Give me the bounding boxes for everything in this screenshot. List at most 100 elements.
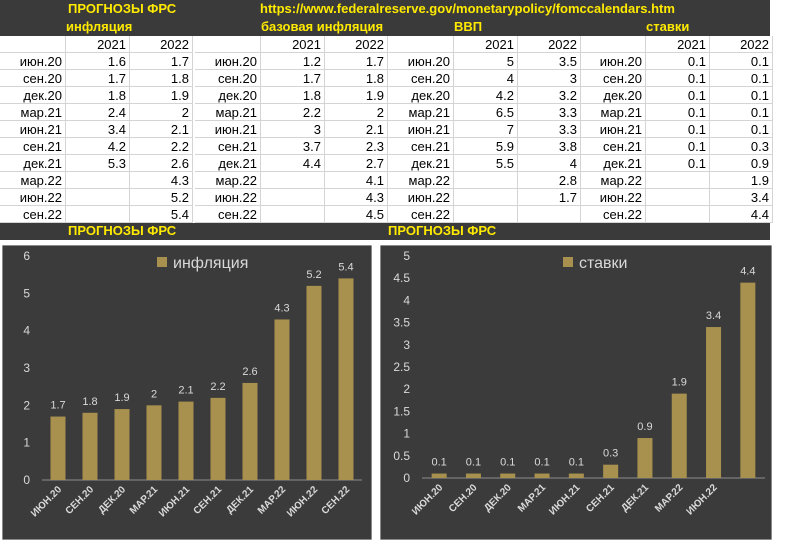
- cell-value: [66, 172, 130, 189]
- y-tick-label: 4: [403, 293, 410, 307]
- block-name: инфляция: [66, 19, 133, 34]
- row-label: сен.22: [0, 206, 66, 223]
- cell-value: 0.9: [710, 155, 773, 172]
- cell-value: 1.7: [66, 70, 130, 87]
- y-tick-label: 5: [403, 249, 410, 263]
- cell-value: 2.2: [130, 138, 193, 155]
- cell-value: [646, 172, 710, 189]
- cell-value: 1.9: [325, 87, 388, 104]
- cell-value: 1.7: [518, 189, 581, 206]
- row-label: сен.22: [580, 206, 646, 223]
- cell-value: 4.4: [261, 155, 325, 172]
- data-label: 0.9: [637, 421, 652, 433]
- cell-value: 2.2: [261, 104, 325, 121]
- row-label: сен.20: [195, 70, 261, 87]
- header-title: ПРОГНОЗЫ ФРС: [68, 1, 177, 16]
- cell-value: 5: [454, 53, 518, 70]
- data-label: 2.2: [210, 381, 225, 393]
- header-band: [0, 0, 770, 36]
- bar: [500, 473, 516, 478]
- cell-value: 2.1: [130, 121, 193, 138]
- row-label: мар.22: [195, 172, 261, 189]
- chart: 01234561.7ИЮН.201.8СЕН.201.9ДЕК.202МАР.2…: [2, 245, 372, 540]
- cell-value: [454, 172, 518, 189]
- y-tick-label: 5: [23, 286, 30, 300]
- bar: [178, 401, 194, 480]
- cell: [580, 36, 646, 53]
- row-label: июн.20: [195, 53, 261, 70]
- y-tick-label: 3: [23, 361, 30, 375]
- data-label: 3.4: [706, 310, 721, 322]
- cell-value: 0.1: [710, 70, 773, 87]
- y-tick-label: 3.5: [393, 316, 410, 330]
- row-label: мар.22: [388, 172, 454, 189]
- cell-value: 4.2: [66, 138, 130, 155]
- data-label: 2.1: [178, 385, 193, 397]
- bar: [114, 409, 130, 480]
- cell-value: 3.4: [710, 189, 773, 206]
- cell-value: 5.3: [66, 155, 130, 172]
- bar: [146, 405, 162, 480]
- row-label: мар.22: [580, 172, 646, 189]
- cell-value: [66, 206, 130, 223]
- row-label: сен.21: [195, 138, 261, 155]
- row-label: дек.21: [388, 155, 454, 172]
- cell-value: 0.1: [646, 53, 710, 70]
- cell-value: 3.4: [66, 121, 130, 138]
- cell-value: 5.9: [454, 138, 518, 155]
- cell: [0, 36, 66, 53]
- year-header: 2021: [261, 36, 325, 53]
- row-label: мар.21: [0, 104, 66, 121]
- y-tick-label: 4.5: [393, 271, 410, 285]
- bar: [603, 464, 619, 478]
- row-label: мар.22: [0, 172, 66, 189]
- y-tick-label: 0.5: [393, 449, 410, 463]
- data-label: 2.6: [242, 366, 257, 378]
- row-label: июн.22: [195, 189, 261, 206]
- cell-value: 1.8: [325, 70, 388, 87]
- chart: 00.511.522.533.544.550.1ИЮН.200.1СЕН.200…: [380, 245, 772, 540]
- legend-label: ставки: [579, 255, 627, 272]
- cell-value: 0.1: [646, 70, 710, 87]
- cell-value: 4.3: [130, 172, 193, 189]
- cell-value: 0.1: [646, 138, 710, 155]
- cell-value: 0.1: [710, 121, 773, 138]
- data-label: 1.7: [50, 400, 65, 412]
- row-label: мар.21: [388, 104, 454, 121]
- cell-value: 3.3: [518, 121, 581, 138]
- cell-value: 0.1: [646, 121, 710, 138]
- y-tick-label: 4: [23, 324, 30, 338]
- cell-value: 2.4: [66, 104, 130, 121]
- row-label: июн.22: [0, 189, 66, 206]
- cell-value: [646, 189, 710, 206]
- row-label: сен.20: [0, 70, 66, 87]
- bar: [465, 473, 481, 478]
- bar: [671, 393, 687, 478]
- legend-label: инфляция: [173, 255, 248, 272]
- cell-value: 1.8: [130, 70, 193, 87]
- row-label: дек.21: [0, 155, 66, 172]
- data-label: 2: [151, 388, 157, 400]
- cell-value: 1.8: [66, 87, 130, 104]
- header-url[interactable]: https://www.federalreserve.gov/monetaryp…: [260, 1, 675, 16]
- cell-value: 1.6: [66, 53, 130, 70]
- cell-value: 4: [454, 70, 518, 87]
- cell-value: 0.1: [710, 87, 773, 104]
- cell-value: 3.7: [261, 138, 325, 155]
- cell-value: [261, 172, 325, 189]
- section-band: [0, 223, 770, 240]
- row-label: июн.21: [388, 121, 454, 138]
- row-label: июн.20: [580, 53, 646, 70]
- cell-value: 2.6: [130, 155, 193, 172]
- cell-value: 0.1: [646, 87, 710, 104]
- cell-value: 2: [325, 104, 388, 121]
- year-header: 2022: [130, 36, 193, 53]
- cell-value: 1.7: [261, 70, 325, 87]
- cell-value: 5.5: [454, 155, 518, 172]
- bar: [637, 438, 653, 478]
- data-label: 4.4: [740, 266, 755, 278]
- bar: [568, 473, 584, 478]
- row-label: сен.22: [195, 206, 261, 223]
- bar: [706, 327, 722, 478]
